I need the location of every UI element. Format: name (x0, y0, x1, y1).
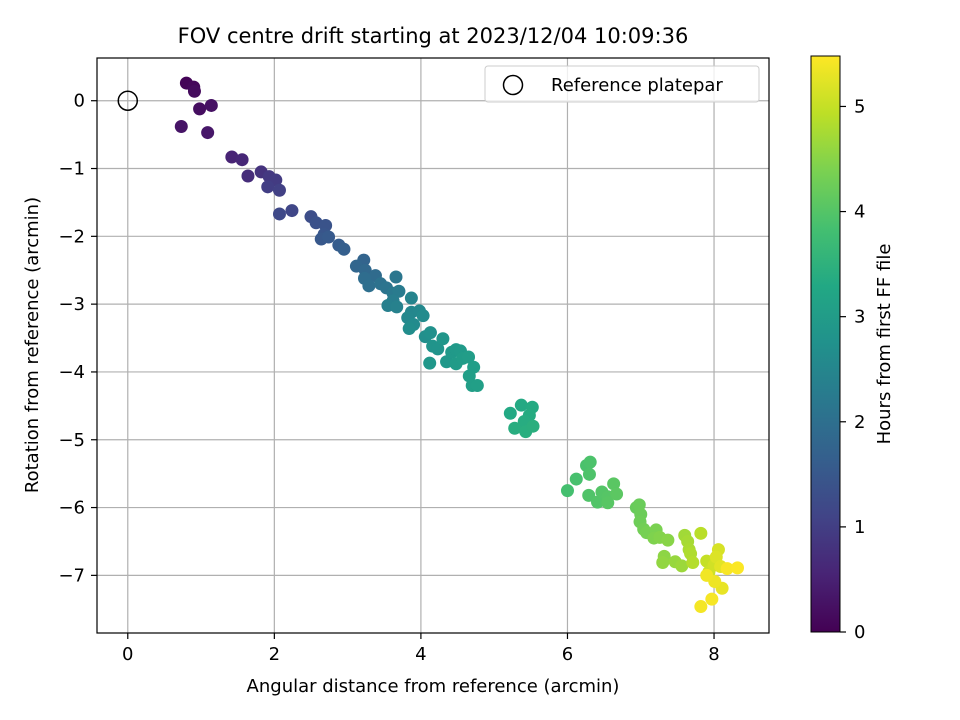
drift-point (694, 600, 708, 614)
drift-point (322, 230, 336, 244)
colorbar-tick-label: 5 (854, 96, 865, 117)
drift-point (423, 356, 437, 370)
drift-point (582, 467, 596, 481)
y-tick-label: −4 (58, 362, 85, 383)
drift-point (201, 126, 215, 140)
drift-point (362, 279, 376, 293)
drift-point (261, 180, 275, 194)
y-tick-label: 0 (74, 91, 85, 112)
drift-point (392, 284, 406, 298)
y-tick-label: −6 (58, 498, 85, 519)
drift-point (416, 309, 430, 323)
x-tick-label: 8 (708, 644, 719, 665)
y-tick-label: −1 (58, 159, 85, 180)
drift-point (436, 332, 450, 346)
drift-point (526, 419, 540, 433)
y-tick-label: −7 (58, 565, 85, 586)
drift-point (193, 102, 207, 116)
drift-point (686, 555, 700, 569)
drift-point (700, 568, 714, 582)
colorbar: 0 1 2 3 4 5 Hours from first FF file (810, 55, 895, 643)
y-tick-label: −5 (58, 430, 85, 451)
drift-point (423, 326, 437, 340)
drift-point (470, 379, 484, 393)
chart-title: FOV centre drift starting at 2023/12/04 … (178, 24, 689, 48)
drift-point (225, 150, 239, 164)
drift-point (462, 350, 476, 364)
drift-point (582, 488, 596, 502)
colorbar-tick-label: 3 (854, 307, 865, 328)
drift-point (404, 291, 418, 305)
drift-point (337, 242, 351, 256)
x-axis-label: Angular distance from reference (arcmin) (247, 676, 620, 697)
drift-point (694, 526, 708, 540)
drift-point (661, 533, 675, 547)
drift-point (508, 421, 522, 435)
y-tick-label: −2 (58, 226, 85, 247)
drift-point (174, 119, 188, 133)
scatter-points (174, 76, 744, 614)
drift-point (187, 84, 201, 98)
y-tick-label: −3 (58, 294, 85, 315)
drift-point (241, 169, 255, 183)
drift-point (390, 300, 404, 314)
drift-point (272, 207, 286, 221)
drift-point (591, 495, 605, 509)
drift-point (389, 270, 403, 284)
colorbar-label: Hours from first FF file (874, 244, 895, 445)
colorbar-tick-label: 2 (854, 412, 865, 433)
colorbar-tick-label: 0 (854, 622, 865, 643)
drift-point (583, 455, 597, 469)
legend-label-reference: Reference platepar (551, 75, 723, 96)
x-tick-label: 2 (269, 644, 280, 665)
drift-point (569, 472, 583, 486)
drift-point (720, 562, 734, 576)
legend-box (484, 65, 760, 103)
colorbar-gradient (810, 55, 841, 633)
drift-point (514, 398, 528, 412)
drift-point (285, 204, 299, 218)
legend-marker-reference (502, 74, 524, 96)
drift-point (503, 406, 517, 420)
drift-point (204, 98, 218, 112)
drift-point (705, 592, 719, 606)
drift-point (610, 487, 624, 501)
drift-point (675, 559, 689, 573)
y-axis-label: Rotation from reference (arcmin) (22, 197, 43, 493)
drift-point (560, 484, 574, 498)
x-axis-ticks: 0 2 4 6 8 (122, 633, 720, 665)
colorbar-tick-label: 4 (854, 202, 865, 223)
drift-point (431, 342, 445, 356)
y-axis-ticks: 0 −1 −2 −3 −4 −5 −6 −7 (58, 91, 97, 586)
drift-point (607, 477, 621, 491)
drift-point (656, 555, 670, 569)
drift-point (235, 153, 249, 167)
x-tick-label: 4 (415, 644, 426, 665)
drift-point (730, 561, 744, 575)
drift-point (402, 322, 416, 336)
reference-platepar-marker (117, 90, 139, 111)
plot-frame (96, 57, 770, 634)
colorbar-ticks: 0 1 2 3 4 5 (840, 96, 865, 643)
drift-point (601, 496, 615, 510)
colorbar-tick-label: 1 (854, 517, 865, 538)
x-tick-label: 6 (562, 644, 573, 665)
x-tick-label: 0 (122, 644, 133, 665)
legend: Reference platepar (484, 65, 760, 103)
drift-point (272, 183, 286, 197)
